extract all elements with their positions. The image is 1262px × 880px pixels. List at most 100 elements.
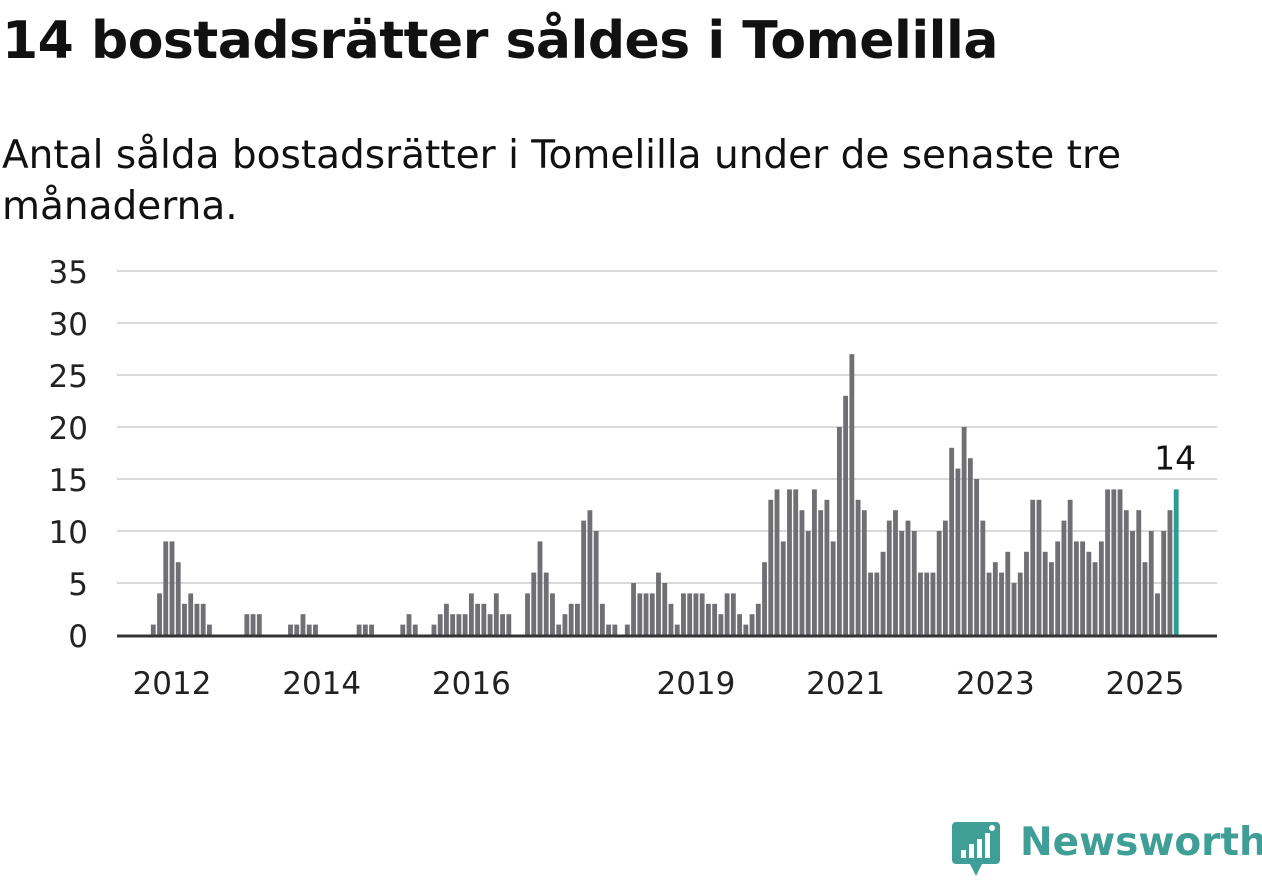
bar — [681, 593, 686, 635]
bar — [169, 541, 175, 635]
bar — [874, 572, 880, 635]
bar — [531, 572, 537, 635]
bar — [506, 614, 512, 635]
bar — [294, 624, 300, 635]
bar — [1030, 499, 1036, 635]
bar — [718, 614, 724, 635]
bar — [1036, 499, 1042, 635]
bar — [468, 593, 474, 635]
newsworthy-logo: Newsworthy — [950, 818, 1262, 878]
bar — [1167, 510, 1173, 635]
bar — [861, 510, 867, 635]
bar — [712, 603, 718, 635]
bar — [999, 572, 1004, 635]
bar — [780, 541, 786, 635]
y-tick-label: 25 — [49, 359, 88, 395]
bar — [487, 614, 493, 635]
bar — [606, 624, 612, 635]
bar — [406, 614, 412, 635]
bar — [668, 603, 674, 635]
bar — [762, 562, 767, 635]
y-tick-label: 20 — [49, 411, 88, 447]
bar — [1111, 489, 1117, 635]
bar — [974, 479, 980, 635]
brand-name: Newsworthy — [1020, 820, 1262, 865]
bar — [157, 593, 162, 635]
bar — [830, 541, 836, 635]
bar — [843, 395, 849, 635]
bar — [481, 603, 487, 635]
bar — [905, 520, 911, 635]
bar — [437, 614, 443, 635]
bar — [699, 593, 705, 635]
bar — [575, 603, 580, 635]
bar — [924, 572, 930, 635]
bar — [1092, 562, 1098, 635]
x-tick-label: 2014 — [282, 666, 361, 702]
bar — [1130, 531, 1135, 635]
bar — [194, 603, 200, 635]
newsworthy-chart-bubble-icon — [952, 822, 1000, 876]
y-tick-label: 10 — [49, 515, 88, 551]
bar — [188, 593, 194, 635]
y-tick-label: 0 — [68, 619, 88, 655]
x-tick-label: 2016 — [432, 666, 511, 702]
bar — [749, 614, 755, 635]
bar — [1123, 510, 1129, 635]
y-tick-label: 35 — [49, 255, 88, 291]
bar — [649, 593, 655, 635]
bar — [306, 624, 312, 635]
bar — [1049, 562, 1054, 635]
bar — [450, 614, 456, 635]
bar — [593, 531, 599, 635]
bar — [1067, 499, 1073, 635]
bar — [662, 583, 668, 635]
bar — [400, 624, 406, 635]
bar — [1055, 541, 1061, 635]
bar — [1117, 489, 1123, 635]
bar — [475, 603, 481, 635]
bar — [737, 614, 742, 635]
bar — [918, 572, 923, 635]
bar — [992, 562, 998, 635]
bar — [893, 510, 898, 635]
chart-subtitle: Antal sålda bostadsrätter i Tomelilla un… — [2, 133, 1122, 229]
bar — [543, 572, 549, 635]
bar — [730, 593, 736, 635]
bar — [949, 447, 955, 635]
bar — [456, 614, 462, 635]
bar — [774, 489, 780, 635]
bar — [1017, 572, 1023, 635]
bar — [836, 427, 842, 635]
bar — [687, 593, 693, 635]
bar — [537, 541, 543, 635]
bar — [1155, 593, 1160, 635]
bar — [200, 603, 206, 635]
bar — [986, 572, 992, 635]
bar — [1098, 541, 1104, 635]
bar — [175, 562, 181, 635]
x-tick-label: 2023 — [956, 666, 1035, 702]
bar — [356, 624, 362, 635]
bar — [724, 593, 730, 635]
bar — [1105, 489, 1110, 635]
bar — [182, 603, 187, 635]
bar — [493, 593, 499, 635]
bar — [288, 624, 293, 635]
bar — [1011, 583, 1017, 635]
bar — [955, 468, 961, 635]
x-tick-label: 2019 — [656, 666, 735, 702]
bar — [1086, 551, 1092, 635]
bar — [244, 614, 250, 635]
bar — [812, 489, 817, 635]
bar — [787, 489, 792, 635]
bar — [967, 458, 973, 635]
bar — [1005, 551, 1011, 635]
bar — [880, 551, 886, 635]
bar — [1042, 551, 1048, 635]
bar — [550, 593, 555, 635]
bar — [631, 583, 636, 635]
highlight-value-label: 14 — [1154, 438, 1196, 477]
bar — [462, 614, 468, 635]
